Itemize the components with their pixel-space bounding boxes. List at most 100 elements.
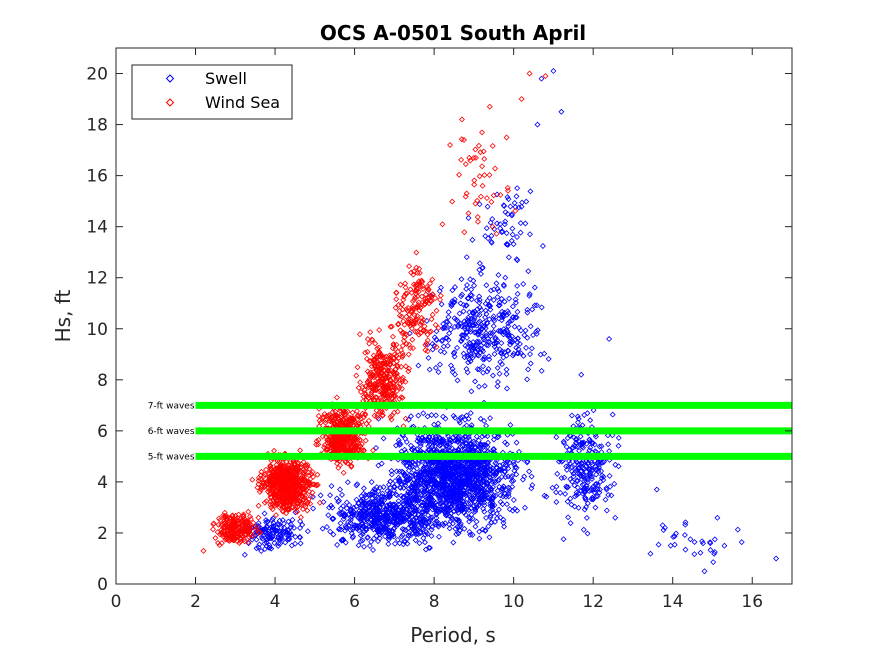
swell-point bbox=[488, 485, 495, 492]
wind-sea-point bbox=[269, 506, 276, 513]
swell-point bbox=[258, 534, 265, 540]
swell-point bbox=[270, 530, 277, 537]
swell-point bbox=[285, 518, 292, 525]
wind-sea-point bbox=[417, 330, 424, 337]
swell-point bbox=[527, 231, 533, 238]
wind-sea-point bbox=[323, 412, 330, 419]
swell-point bbox=[345, 522, 352, 529]
swell-point bbox=[493, 464, 500, 471]
swell-point bbox=[479, 433, 486, 440]
swell-point bbox=[469, 322, 476, 329]
swell-point bbox=[490, 509, 497, 516]
wind-sea-point bbox=[395, 354, 402, 361]
swell-point bbox=[480, 461, 487, 468]
swell-point bbox=[527, 323, 534, 330]
swell-point bbox=[526, 468, 533, 475]
reference-line-label: 7-ft waves bbox=[148, 401, 195, 411]
swell-point bbox=[606, 336, 613, 342]
wind-sea-point bbox=[222, 536, 229, 543]
wind-sea-point bbox=[229, 520, 236, 527]
wind-sea-point bbox=[304, 499, 311, 506]
swell-point bbox=[415, 362, 422, 369]
wind-sea-point bbox=[382, 384, 389, 391]
swell-point bbox=[537, 351, 544, 358]
swell-point bbox=[437, 442, 443, 449]
wind-sea-point bbox=[297, 514, 304, 521]
swell-point bbox=[487, 467, 494, 474]
swell-point bbox=[391, 540, 398, 547]
wind-sea-point bbox=[267, 501, 274, 508]
swell-point bbox=[399, 511, 406, 518]
wind-sea-point bbox=[302, 492, 309, 499]
swell-point bbox=[493, 346, 500, 352]
swell-point bbox=[524, 459, 531, 466]
wind-sea-point bbox=[381, 377, 388, 384]
swell-point bbox=[471, 468, 478, 475]
swell-point bbox=[581, 485, 588, 492]
swell-point bbox=[378, 497, 385, 504]
swell-point bbox=[310, 493, 316, 500]
reference-line-label: 5-ft waves bbox=[148, 452, 195, 462]
swell-point bbox=[296, 533, 303, 540]
wind-sea-point bbox=[232, 512, 239, 519]
swell-point bbox=[516, 340, 523, 347]
wind-sea-point bbox=[237, 515, 244, 522]
wind-sea-point bbox=[379, 376, 386, 383]
swell-point bbox=[440, 487, 447, 494]
swell-point bbox=[249, 536, 256, 543]
wind-sea-point bbox=[277, 497, 284, 504]
wind-sea-point bbox=[282, 467, 289, 474]
y-tick-label: 6 bbox=[97, 422, 108, 442]
wind-sea-point bbox=[255, 529, 262, 536]
wind-sea-point bbox=[302, 503, 309, 510]
swell-point bbox=[291, 524, 298, 531]
swell-point bbox=[355, 500, 362, 507]
chart-title: OCS A-0501 South April bbox=[320, 21, 586, 45]
swell-point bbox=[286, 536, 293, 543]
wind-sea-point bbox=[437, 292, 444, 299]
swell-point bbox=[369, 488, 376, 495]
wind-sea-point bbox=[408, 308, 414, 315]
wind-sea-point bbox=[237, 538, 244, 545]
wind-sea-point bbox=[397, 281, 404, 288]
wind-sea-point bbox=[398, 313, 405, 320]
wind-sea-point bbox=[237, 527, 244, 534]
swell-point bbox=[410, 480, 417, 487]
swell-point bbox=[509, 303, 516, 310]
swell-point bbox=[587, 470, 593, 477]
swell-point bbox=[660, 527, 667, 534]
swell-point bbox=[394, 507, 401, 514]
wind-sea-point bbox=[329, 409, 336, 416]
swell-point bbox=[550, 68, 557, 74]
swell-point bbox=[481, 382, 488, 389]
swell-point bbox=[412, 531, 419, 538]
swell-point bbox=[451, 353, 458, 360]
swell-point bbox=[286, 531, 292, 538]
swell-point bbox=[465, 314, 472, 321]
swell-point bbox=[504, 194, 511, 201]
swell-point bbox=[499, 228, 506, 235]
swell-point bbox=[422, 461, 429, 468]
wind-sea-point bbox=[476, 173, 483, 180]
swell-point bbox=[605, 491, 612, 498]
swell-point bbox=[503, 230, 510, 237]
wind-sea-point bbox=[371, 380, 378, 387]
swell-point bbox=[588, 496, 595, 503]
swell-point bbox=[436, 494, 442, 501]
wind-sea-point bbox=[279, 465, 286, 472]
x-tick-label: 2 bbox=[190, 592, 201, 612]
wind-sea-point bbox=[333, 394, 340, 401]
swell-point bbox=[514, 290, 521, 297]
swell-point bbox=[353, 522, 360, 529]
wind-sea-point bbox=[427, 280, 433, 287]
swell-point bbox=[440, 496, 447, 503]
swell-point bbox=[514, 282, 521, 289]
swell-point bbox=[574, 419, 581, 426]
swell-point bbox=[524, 376, 531, 383]
swell-point bbox=[577, 433, 584, 440]
swell-point bbox=[429, 346, 436, 353]
swell-point bbox=[379, 493, 386, 500]
swell-point bbox=[567, 520, 574, 527]
wind-sea-point bbox=[348, 421, 355, 427]
swell-point bbox=[527, 351, 534, 358]
